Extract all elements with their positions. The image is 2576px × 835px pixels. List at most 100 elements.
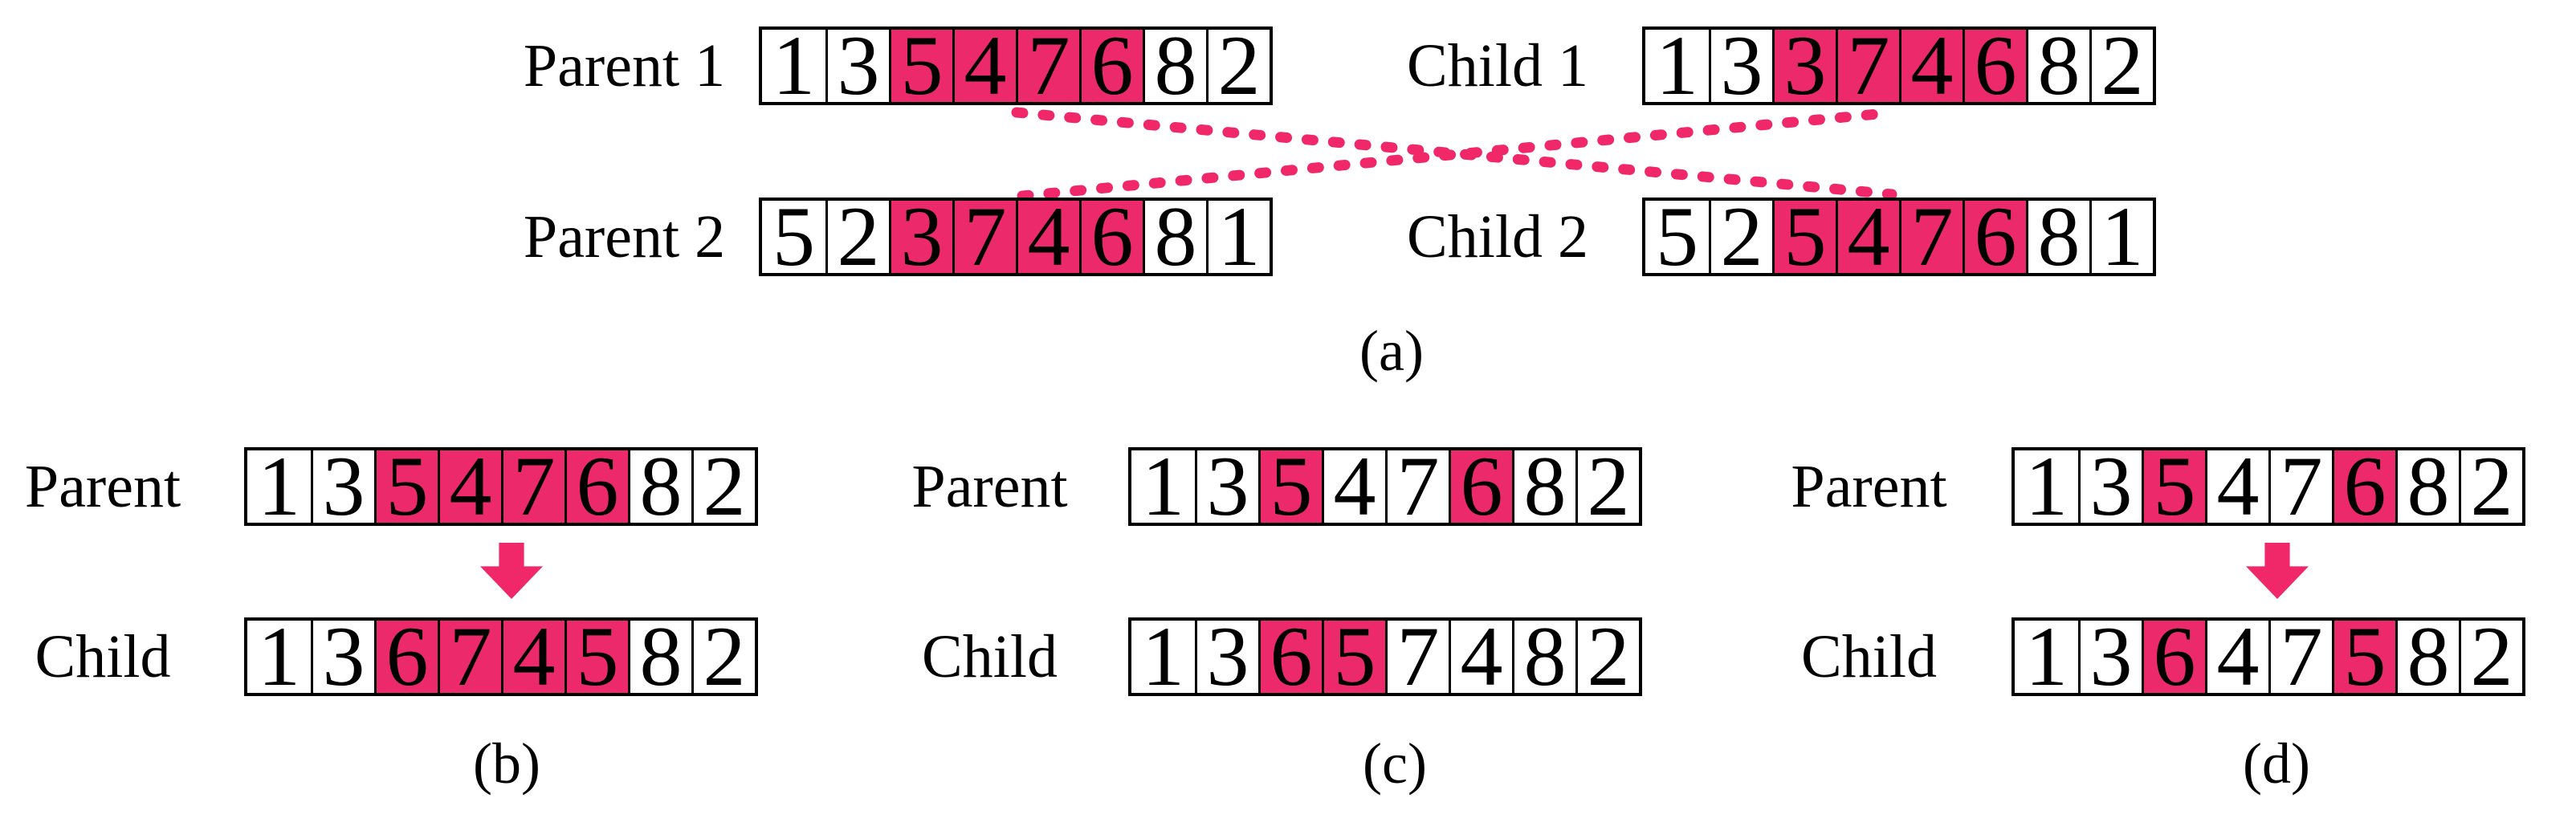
crossover-line-parent1-to-child2 [1011, 107, 1897, 200]
gene-cell: 3 [1195, 444, 1258, 529]
gene-cell-highlighted: 5 [1258, 444, 1322, 529]
gene-cell-highlighted: 6 [2142, 614, 2205, 699]
gene-cell: 1 [2015, 614, 2078, 699]
gene-cell-highlighted: 7 [952, 194, 1016, 279]
gene-cell: 7 [2268, 614, 2332, 699]
gene-cell: 2 [1709, 194, 1772, 279]
gene-cell: 8 [1512, 444, 1575, 529]
row-label-parent-d: Parent [1791, 452, 1947, 520]
gene-cell: 7 [1385, 614, 1449, 699]
gene-cell-highlighted: 5 [1772, 194, 1836, 279]
gene-cell-highlighted: 5 [374, 444, 438, 529]
row-label-parent1: Parent 1 [523, 31, 726, 100]
row-label-parent2: Parent 2 [523, 202, 726, 271]
gene-cell: 4 [1449, 614, 1512, 699]
gene-cell: 8 [2395, 614, 2459, 699]
gene-cell: 7 [1385, 444, 1449, 529]
gene-cell: 4 [2205, 444, 2268, 529]
gene-cell-highlighted: 6 [1079, 23, 1143, 108]
gene-cell-highlighted: 4 [952, 23, 1016, 108]
gene-cell: 3 [825, 23, 889, 108]
gene-cell: 3 [311, 614, 374, 699]
caption-b: (b) [473, 731, 540, 796]
gene-cell-highlighted: 6 [1963, 23, 2026, 108]
gene-cell-highlighted: 4 [438, 444, 501, 529]
gene-cell: 1 [2015, 444, 2078, 529]
gene-cell-highlighted: 4 [501, 614, 565, 699]
gene-cell: 1 [1645, 23, 1709, 108]
gene-cell: 2 [691, 614, 755, 699]
gene-cell-highlighted: 5 [2142, 444, 2205, 529]
gene-cell: 3 [2078, 614, 2142, 699]
gene-cell: 4 [1322, 444, 1385, 529]
gene-cell: 5 [1645, 194, 1709, 279]
gene-cell-highlighted: 3 [889, 194, 952, 279]
gene-cell: 8 [2026, 23, 2089, 108]
gene-cell-highlighted: 7 [1899, 194, 1963, 279]
gene-cell-highlighted: 7 [501, 444, 565, 529]
gene-cell: 5 [762, 194, 825, 279]
gene-cell: 8 [1143, 194, 1206, 279]
gene-cell-highlighted: 6 [1258, 614, 1322, 699]
gene-cell-highlighted: 6 [1963, 194, 2026, 279]
gene-cell: 3 [1709, 23, 1772, 108]
gene-cell: 8 [628, 614, 691, 699]
gene-cell-highlighted: 6 [1079, 194, 1143, 279]
gene-cell-highlighted: 5 [2332, 614, 2395, 699]
gene-cell-highlighted: 4 [1016, 194, 1079, 279]
row-label-child2: Child 2 [1407, 202, 1588, 271]
gene-cell: 2 [691, 444, 755, 529]
gene-cell-highlighted: 4 [1899, 23, 1963, 108]
gene-cell: 2 [825, 194, 889, 279]
gene-cell-highlighted: 4 [1836, 194, 1899, 279]
row-label-child1: Child 1 [1407, 31, 1588, 100]
gene-cell: 7 [2268, 444, 2332, 529]
row-label-child-b: Child [35, 622, 171, 690]
caption-a: (a) [1359, 319, 1424, 383]
gene-cell-highlighted: 5 [889, 23, 952, 108]
mutation-arrow-down-icon-d [2246, 543, 2309, 599]
gene-cell-highlighted: 6 [1449, 444, 1512, 529]
gene-cell: 2 [2459, 614, 2522, 699]
gene-cell: 8 [628, 444, 691, 529]
gene-cell: 2 [1575, 444, 1639, 529]
row-label-child-d: Child [1801, 622, 1937, 690]
gene-cell: 1 [762, 23, 825, 108]
gene-cell: 1 [1206, 194, 1270, 279]
gene-cell-highlighted: 5 [1322, 614, 1385, 699]
gene-cell-highlighted: 6 [374, 614, 438, 699]
row-label-child-c: Child [922, 622, 1058, 690]
gene-cell: 2 [2459, 444, 2522, 529]
gene-cell: 4 [2205, 614, 2268, 699]
gene-cell-highlighted: 7 [1016, 23, 1079, 108]
crossover-line-parent2-to-child1 [1017, 108, 1883, 202]
gene-cell: 2 [2089, 23, 2153, 108]
gene-cell: 2 [1575, 614, 1639, 699]
row-label-parent-c: Parent [911, 452, 1068, 520]
gene-cell: 8 [2395, 444, 2459, 529]
gene-cell: 3 [1195, 614, 1258, 699]
gene-cell-highlighted: 7 [438, 614, 501, 699]
gene-cell-highlighted: 6 [565, 444, 628, 529]
gene-cell-highlighted: 5 [565, 614, 628, 699]
gene-cell: 1 [1131, 614, 1195, 699]
gene-cell: 3 [311, 444, 374, 529]
row-label-parent-b: Parent [24, 452, 181, 520]
caption-c: (c) [1363, 731, 1427, 796]
gene-cell: 1 [1131, 444, 1195, 529]
gene-cell-highlighted: 6 [2332, 444, 2395, 529]
gene-cell: 8 [1512, 614, 1575, 699]
gene-cell: 1 [247, 444, 311, 529]
